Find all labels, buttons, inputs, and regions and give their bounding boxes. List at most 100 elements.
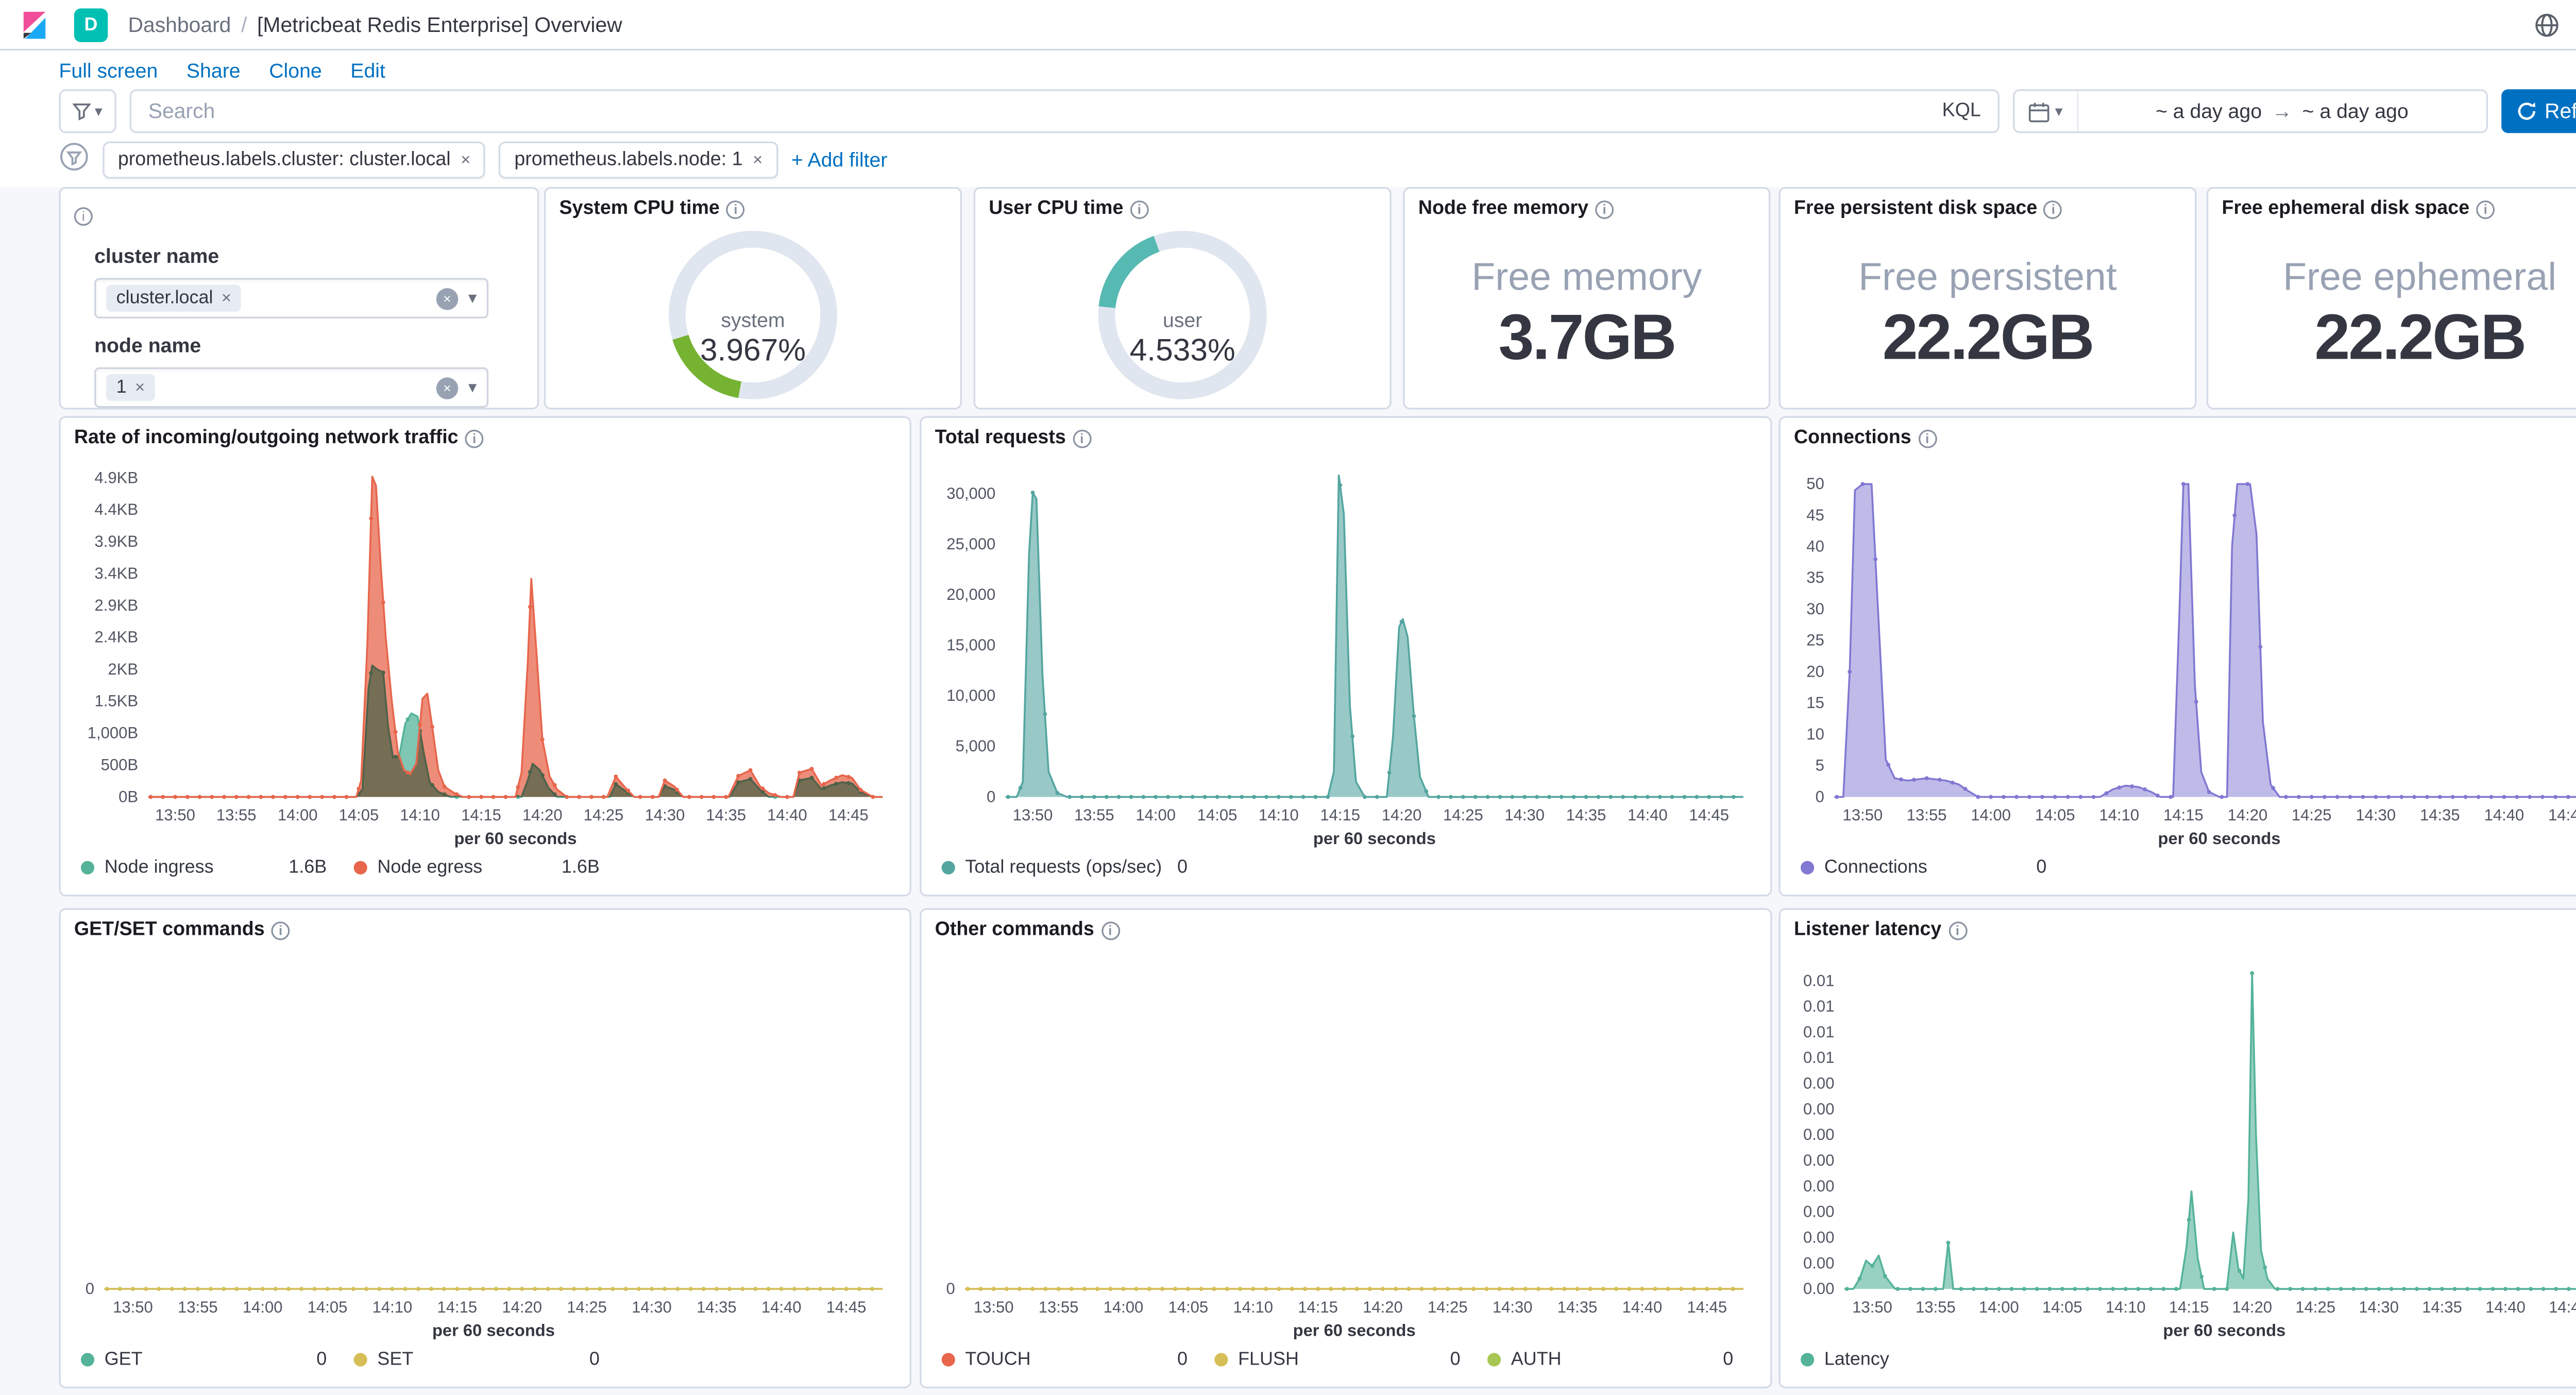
info-icon[interactable] xyxy=(2044,199,2063,219)
date-to[interactable]: ~ a day ago xyxy=(2302,99,2409,123)
svg-text:14:45: 14:45 xyxy=(828,806,869,824)
cluster-value-pill[interactable]: cluster.local × xyxy=(106,284,242,312)
info-icon[interactable] xyxy=(726,199,745,219)
metric-value: 3.7GB xyxy=(1498,303,1676,374)
clear-selection-icon[interactable]: × xyxy=(436,376,459,399)
legend-label: Latency xyxy=(1824,1349,1889,1370)
svg-text:per 60 seconds: per 60 seconds xyxy=(2163,1321,2285,1340)
remove-filter-icon[interactable]: × xyxy=(461,150,471,170)
info-icon[interactable] xyxy=(74,207,93,226)
node-name-label: node name xyxy=(94,333,201,358)
svg-text:4.9KB: 4.9KB xyxy=(95,468,139,486)
panel-title: Total requests xyxy=(935,428,1066,448)
system-cpu-gauge: system 3.967% xyxy=(546,223,960,408)
info-icon[interactable] xyxy=(1948,920,1967,939)
info-icon[interactable] xyxy=(465,429,484,448)
refresh-button[interactable]: Refresh xyxy=(2501,89,2576,133)
info-icon[interactable] xyxy=(1595,199,1614,219)
legend-item[interactable]: FLUSH 0 xyxy=(1214,1350,1487,1370)
svg-text:0.00: 0.00 xyxy=(1803,1177,1834,1195)
menu-full-screen[interactable]: Full screen xyxy=(59,59,158,83)
svg-text:45: 45 xyxy=(1806,506,1824,524)
add-filter-link[interactable]: + Add filter xyxy=(791,148,888,172)
legend-item[interactable]: AUTH 0 xyxy=(1487,1350,1760,1370)
svg-text:14:30: 14:30 xyxy=(645,806,685,824)
space-avatar[interactable]: D xyxy=(74,7,108,42)
node-value-pill[interactable]: 1 × xyxy=(106,374,155,401)
breadcrumb-current-page: [Metricbeat Redis Enterprise] Overview xyxy=(257,12,622,37)
network-traffic-chart-canvas[interactable]: 0B 500B 1,000B 1.5KB 2KB 2.4KB 2.9KB 3.4KB 3.9KB… xyxy=(64,455,900,851)
menu-clone[interactable]: Clone xyxy=(269,59,322,83)
remove-option-icon[interactable]: × xyxy=(134,378,145,397)
info-icon[interactable] xyxy=(1918,429,1937,448)
info-icon[interactable] xyxy=(2476,199,2495,219)
legend-item[interactable]: Latency xyxy=(1801,1350,2074,1370)
svg-text:0: 0 xyxy=(987,787,995,805)
legend-item[interactable]: Total requests (ops/sec) 0 xyxy=(941,858,1215,878)
filter-pill-node[interactable]: prometheus.labels.node: 1 × xyxy=(499,141,778,179)
node-name-select[interactable]: 1 × × ▾ xyxy=(94,367,489,408)
svg-text:14:10: 14:10 xyxy=(1259,806,1299,824)
get-set-chart-canvas[interactable]: 0 13:50 13:55 14:00 14:05 14:10 14:15 14:20 14:2… xyxy=(64,947,900,1342)
cluster-name-select[interactable]: cluster.local × × ▾ xyxy=(94,278,489,318)
listener-latency-chart-canvas[interactable]: 0.00 0.00 0.00 0.00 0.00 0.00 0.00 0.00 0.00 0.01… xyxy=(1784,947,2576,1342)
legend-item[interactable]: Node egress 1.6B xyxy=(353,858,627,878)
svg-text:3.9KB: 3.9KB xyxy=(95,532,139,550)
legend-item[interactable]: Node ingress 1.6B xyxy=(80,858,354,878)
legend-label: AUTH xyxy=(1511,1349,1562,1370)
other-commands-chart-canvas[interactable]: 0 13:50 13:55 14:00 14:05 14:10 14:15 14:20 14:2… xyxy=(925,947,1760,1342)
search-box[interactable]: KQL xyxy=(129,89,1999,133)
metric-value: 22.2GB xyxy=(1882,303,2095,374)
search-input[interactable] xyxy=(148,99,1942,123)
globe-icon[interactable] xyxy=(2533,11,2560,38)
date-range[interactable]: ~ a day ago → ~ a day ago xyxy=(2078,99,2486,123)
saved-query-menu-button[interactable]: ▾ xyxy=(59,89,116,133)
calendar-menu-button[interactable]: ▾ xyxy=(2014,91,2078,132)
svg-text:0.01: 0.01 xyxy=(1803,1023,1834,1041)
menu-share[interactable]: Share xyxy=(186,59,241,83)
legend-value: 0 xyxy=(1450,1349,1461,1370)
panel-title: User CPU time xyxy=(989,198,1124,220)
svg-text:1.5KB: 1.5KB xyxy=(95,692,139,710)
breadcrumb-separator: / xyxy=(241,12,247,37)
clear-selection-icon[interactable]: × xyxy=(436,287,459,309)
svg-text:13:50: 13:50 xyxy=(1013,806,1053,824)
legend-item[interactable]: TOUCH 0 xyxy=(941,1350,1215,1370)
svg-text:10,000: 10,000 xyxy=(946,686,995,704)
legend-item[interactable]: Connections 0 xyxy=(1801,858,2074,878)
connections-chart-canvas[interactable]: 0 5 10 15 20 25 30 35 40 45 50 13:50 13:55 14:00 14:05… xyxy=(1784,455,2576,851)
info-icon[interactable] xyxy=(1072,429,1091,448)
svg-text:14:35: 14:35 xyxy=(1557,1298,1598,1316)
svg-text:14:00: 14:00 xyxy=(243,1298,283,1316)
panel-listener-latency: Listener latency 0.000.000.000.000.000.0… xyxy=(1778,908,2576,1389)
legend-dot-icon xyxy=(941,861,955,875)
info-icon[interactable] xyxy=(1100,920,1120,939)
svg-text:14:20: 14:20 xyxy=(1363,1298,1403,1316)
legend-label: SET xyxy=(377,1349,414,1370)
date-from[interactable]: ~ a day ago xyxy=(2155,99,2262,123)
svg-text:14:05: 14:05 xyxy=(2042,1298,2082,1316)
filter-menu-icon[interactable] xyxy=(59,141,89,179)
kql-selector[interactable]: KQL xyxy=(1942,101,1981,122)
svg-text:14:05: 14:05 xyxy=(308,1298,348,1316)
legend-dot-icon xyxy=(353,1353,367,1367)
svg-text:2.4KB: 2.4KB xyxy=(95,628,139,646)
legend-item[interactable]: SET 0 xyxy=(353,1349,627,1370)
kibana-logo[interactable] xyxy=(20,9,50,40)
menu-edit[interactable]: Edit xyxy=(350,59,385,83)
breadcrumb-dashboard[interactable]: Dashboard xyxy=(128,12,231,37)
filter-pill-cluster[interactable]: prometheus.labels.cluster: cluster.local… xyxy=(103,141,486,179)
chevron-down-icon[interactable]: ▾ xyxy=(468,289,477,308)
legend-value: 0 xyxy=(316,1349,327,1370)
legend-item[interactable]: GET 0 xyxy=(80,1349,354,1370)
svg-text:500B: 500B xyxy=(101,755,139,774)
total-requests-chart-canvas[interactable]: 0 5,000 10,000 15,000 20,000 25,000 30,000 13:5… xyxy=(925,455,1760,851)
info-icon[interactable] xyxy=(271,920,290,939)
chevron-down-icon[interactable]: ▾ xyxy=(468,378,477,397)
legend-dot-icon xyxy=(353,861,367,875)
dashboard-menu: Full screen Share Clone Edit xyxy=(0,51,2576,89)
svg-text:0.01: 0.01 xyxy=(1803,997,1834,1015)
remove-option-icon[interactable]: × xyxy=(221,289,231,308)
remove-filter-icon[interactable]: × xyxy=(753,150,763,170)
info-icon[interactable] xyxy=(1130,199,1149,219)
